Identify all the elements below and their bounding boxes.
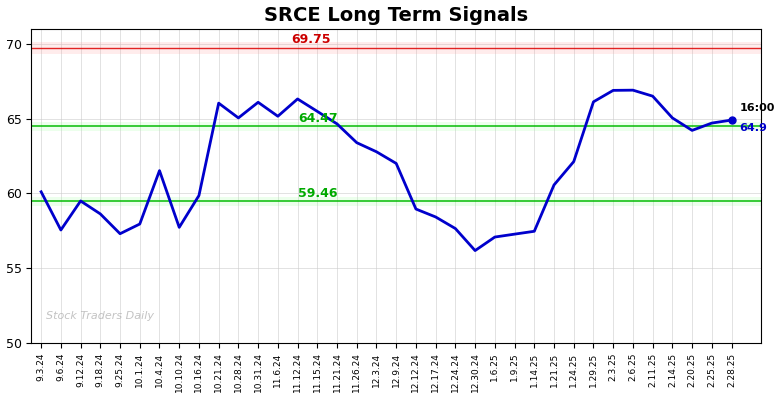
- Bar: [31, 42, 761, 54]
- Bar: [31, 197, 761, 206]
- Text: 64.9: 64.9: [739, 123, 768, 133]
- Text: 69.75: 69.75: [291, 33, 331, 46]
- Bar: [31, 122, 761, 131]
- Text: 59.46: 59.46: [299, 187, 338, 200]
- Text: 64.47: 64.47: [298, 112, 338, 125]
- Text: 16:00: 16:00: [739, 103, 775, 113]
- Title: SRCE Long Term Signals: SRCE Long Term Signals: [264, 6, 528, 25]
- Text: Stock Traders Daily: Stock Traders Daily: [46, 311, 154, 321]
